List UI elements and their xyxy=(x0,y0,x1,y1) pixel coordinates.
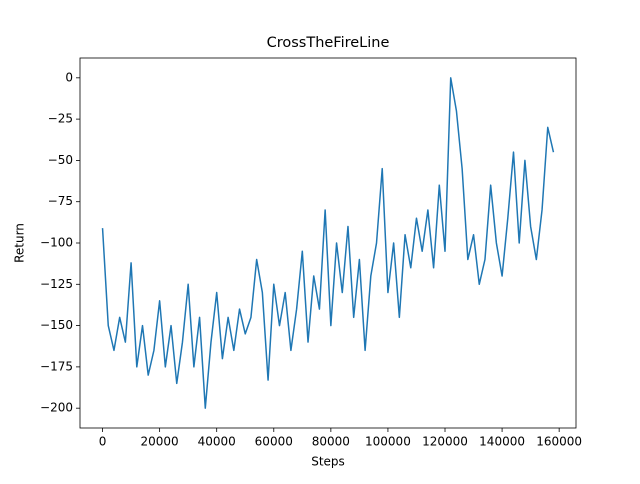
y-tick-label: −200 xyxy=(40,401,73,415)
x-tick-label: 80000 xyxy=(312,435,350,449)
x-tick-label: 40000 xyxy=(198,435,236,449)
chart-title: CrossTheFireLine xyxy=(267,35,390,51)
x-axis-label: Steps xyxy=(311,455,345,469)
x-tick-label: 140000 xyxy=(479,435,525,449)
y-axis-label: Return xyxy=(13,223,27,263)
y-tick-label: −125 xyxy=(40,277,73,291)
y-tick-label: 0 xyxy=(65,70,73,84)
data-line xyxy=(101,77,555,409)
x-tick-label: 100000 xyxy=(365,435,411,449)
y-tick-label: −100 xyxy=(40,236,73,250)
x-tick-label: 60000 xyxy=(255,435,293,449)
x-tick-label: 20000 xyxy=(141,435,179,449)
y-tick-label: −175 xyxy=(40,359,73,373)
y-tick-label: −75 xyxy=(48,194,73,208)
x-tick-label: 120000 xyxy=(422,435,468,449)
y-tick-label: −50 xyxy=(48,153,73,167)
y-tick-label: −150 xyxy=(40,318,73,332)
x-tick-label: 0 xyxy=(99,435,107,449)
y-tick-label: −25 xyxy=(48,112,73,126)
x-tick-label: 160000 xyxy=(536,435,582,449)
plot-frame xyxy=(79,57,577,429)
